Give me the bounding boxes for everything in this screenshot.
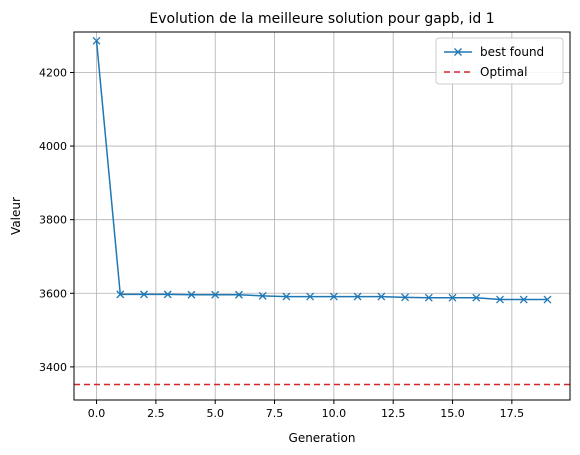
- x-tick-label: 5.0: [206, 407, 224, 420]
- y-tick-label: 3600: [39, 287, 67, 300]
- series-group: [92, 36, 552, 304]
- x-axis-label: Generation: [289, 431, 356, 445]
- data-point: [424, 293, 433, 302]
- data-point: [543, 295, 552, 304]
- data-point-stroke: [353, 292, 362, 301]
- data-point: [258, 291, 267, 300]
- data-point: [519, 295, 528, 304]
- data-point-stroke: [187, 290, 196, 299]
- x-tick-label: 7.5: [266, 407, 284, 420]
- data-point: [116, 290, 125, 299]
- data-point: [401, 293, 410, 302]
- y-tick-label: 4000: [39, 140, 67, 153]
- data-point-stroke: [496, 295, 504, 304]
- y-axis-label: Valeur: [9, 197, 23, 235]
- data-point: [92, 36, 101, 45]
- data-point-stroke: [424, 293, 433, 302]
- data-point: [472, 293, 481, 302]
- data-point: [234, 290, 243, 299]
- data-point: [448, 293, 457, 302]
- data-point: [329, 292, 338, 301]
- data-point: [211, 290, 220, 299]
- data-point: [282, 292, 291, 301]
- data-point: [187, 290, 196, 299]
- legend-marker: [454, 48, 462, 56]
- grid: [74, 32, 570, 400]
- data-point-stroke: [306, 292, 315, 301]
- data-point-stroke: [377, 292, 386, 301]
- data-point: [140, 290, 148, 299]
- data-point-stroke: [401, 293, 410, 302]
- data-point: [306, 292, 315, 301]
- data-point-stroke: [92, 36, 101, 45]
- data-point-stroke: [258, 291, 267, 300]
- data-point-stroke: [282, 292, 291, 301]
- y-tick-label: 3800: [39, 214, 67, 227]
- data-point-stroke: [116, 290, 125, 299]
- x-tick-label: 10.0: [322, 407, 347, 420]
- x-tick-label: 12.5: [381, 407, 406, 420]
- data-point-stroke: [211, 290, 220, 299]
- y-tick-label: 4200: [39, 66, 67, 79]
- data-point-stroke: [472, 293, 481, 302]
- x-tick-label: 0.0: [88, 407, 106, 420]
- legend-label-best-found: best found: [480, 45, 544, 59]
- chart-title: Evolution de la meilleure solution pour …: [149, 11, 494, 27]
- data-point: [353, 292, 362, 301]
- data-point-stroke: [234, 290, 243, 299]
- data-point: [163, 290, 172, 299]
- x-tick-label: 15.0: [440, 407, 465, 420]
- legend: best found Optimal: [435, 37, 564, 85]
- data-point-stroke: [163, 290, 172, 299]
- data-point-stroke: [329, 292, 338, 301]
- data-point: [377, 292, 386, 301]
- x-tick-label: 17.5: [500, 407, 525, 420]
- data-point-stroke: [140, 290, 148, 299]
- y-axis-ticks: 3400 3600 3800 4000 4200: [39, 66, 74, 374]
- y-tick-label: 3400: [39, 361, 67, 374]
- data-point-stroke: [543, 295, 552, 304]
- data-point-stroke: [448, 293, 457, 302]
- plot-frame: [73, 31, 571, 401]
- series-line-best-found: [95, 40, 548, 301]
- data-point: [496, 295, 504, 304]
- data-point-stroke: [519, 295, 528, 304]
- x-axis-ticks: 0.0 2.5 5.0 7.5 10.0 12.5 15.0 17.5: [88, 400, 524, 420]
- legend-label-optimal: Optimal: [480, 65, 527, 79]
- x-tick-label: 2.5: [147, 407, 165, 420]
